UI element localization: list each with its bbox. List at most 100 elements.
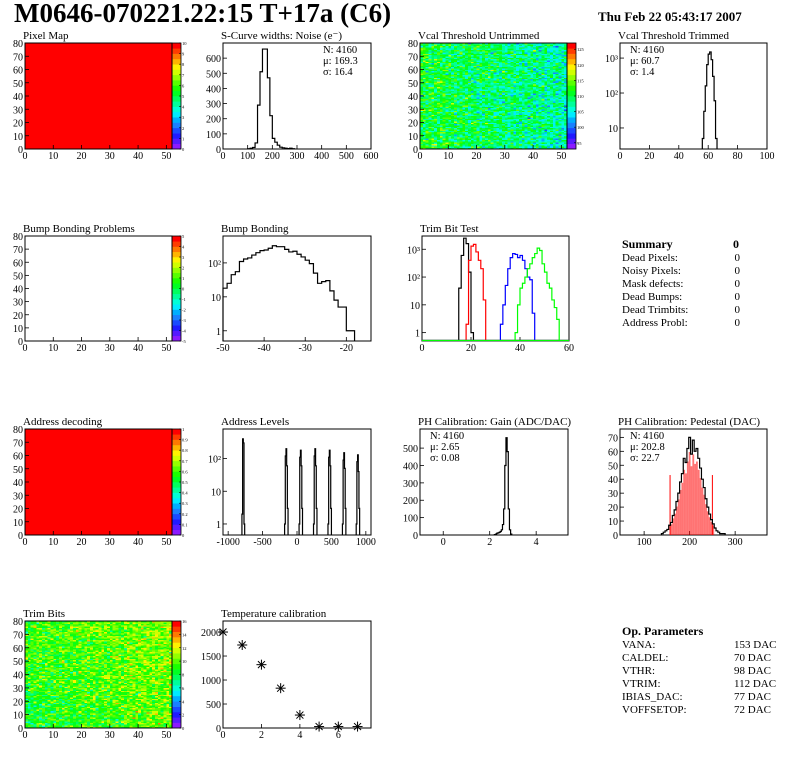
heatmap-cell	[420, 64, 424, 66]
heatmap-cell	[428, 48, 432, 50]
heatmap-cell	[453, 105, 458, 107]
heatmap-cell	[442, 129, 446, 131]
heatmap-cell	[431, 96, 435, 98]
heatmap-cell	[428, 62, 432, 65]
heatmap-cell	[442, 94, 446, 97]
x-tick-label: 0	[221, 151, 226, 162]
heatmap-cell	[453, 110, 458, 113]
y-tick-label: 70	[408, 52, 418, 63]
x-tick-label: 10	[48, 151, 58, 162]
heatmap-cell	[420, 118, 424, 121]
heatmap-cell	[445, 111, 449, 114]
heatmap-cell	[428, 107, 432, 110]
heatmap-cell	[431, 147, 435, 150]
colorbar-tick-label: 1	[182, 276, 184, 281]
heatmap-cell	[448, 64, 452, 66]
heatmap-cell	[428, 90, 432, 93]
heatmap-cell	[448, 113, 452, 115]
heatmap-cell	[420, 141, 424, 143]
x-tick-label: 10	[48, 343, 58, 354]
heatmap-cell	[428, 98, 432, 101]
colorbar-tick-label: 4	[182, 245, 185, 250]
heatmap-cell	[431, 146, 435, 148]
heatmap-cell	[422, 49, 426, 52]
heatmap-cell	[425, 133, 429, 135]
heatmap-cell	[434, 56, 438, 58]
heatmap-cell	[445, 50, 449, 53]
heatmap-cell	[436, 64, 441, 66]
heatmap-cell	[420, 73, 424, 76]
colorbar-tick-label: 0.4	[182, 491, 188, 496]
y-tick-label: 0	[18, 531, 23, 542]
colorbar-band	[172, 314, 181, 321]
colorbar-tick-label: 10	[182, 41, 187, 46]
y-tick-label: 30	[13, 491, 23, 502]
fit-fill	[674, 513, 676, 535]
heatmap-cell	[453, 92, 458, 94]
heatmap-cell	[428, 58, 432, 61]
heatmap-cell	[425, 123, 429, 126]
heatmap-cell	[442, 113, 446, 115]
heatmap-cell	[448, 88, 452, 90]
heatmap-cell	[425, 137, 429, 139]
y-tick-label: 80	[13, 39, 23, 50]
heatmap-cell	[451, 110, 455, 113]
heatmap-cell	[428, 103, 432, 106]
heatmap-cell	[439, 80, 443, 82]
heatmap-cell	[431, 46, 435, 49]
heatmap-cell	[442, 84, 446, 86]
heatmap-cell	[428, 118, 432, 121]
heatmap-cell	[422, 86, 426, 89]
heatmap-cell	[436, 102, 441, 105]
heatmap-cell	[445, 56, 449, 58]
heatmap-cell	[451, 134, 455, 137]
colorbar-tick-label: 0.7	[182, 459, 188, 464]
heatmap-cell	[436, 80, 441, 82]
heatmap-cell	[451, 113, 455, 115]
fit-fill	[694, 463, 697, 535]
y-tick-label: 20	[608, 503, 618, 514]
heatmap-cell	[425, 93, 429, 95]
heatmap-cell	[436, 65, 441, 68]
heatmap-cell	[453, 62, 458, 65]
heatmap-cell	[420, 44, 424, 46]
heatmap-cell	[439, 130, 443, 133]
heatmap-cell	[434, 118, 438, 121]
colorbar-band	[567, 127, 576, 134]
heatmap-cell	[425, 125, 429, 127]
heatmap-cell	[442, 53, 446, 56]
heatmap-cell	[420, 43, 424, 45]
heatmap-cell	[439, 88, 443, 90]
heatmap-cell	[436, 139, 441, 142]
heatmap-cell	[420, 114, 424, 117]
heatmap-cell	[425, 62, 429, 65]
fit-fill	[688, 452, 691, 535]
heatmap-cell	[434, 64, 438, 66]
heatmap-cell	[445, 89, 449, 92]
heatmap-cell	[445, 46, 449, 49]
heatmap-cell	[436, 54, 441, 57]
plot-frame	[222, 428, 372, 536]
colorbar-band	[172, 476, 181, 483]
heatmap-cell	[422, 143, 426, 146]
heatmap-cell	[442, 56, 446, 58]
y-tick-label: 70	[13, 245, 23, 256]
chart-ph-pedestal: PH Calibration: Pedestal (DAC)100 200 3000…	[608, 416, 768, 548]
heatmap-cell	[436, 73, 441, 76]
heatmap-cell	[428, 131, 432, 134]
colorbar-band	[172, 304, 181, 310]
heatmap-cell	[431, 77, 435, 80]
heatmap-cell	[439, 73, 443, 76]
heatmap-cell	[445, 123, 449, 126]
heatmap-cell	[434, 102, 438, 105]
heatmap-cell	[420, 58, 424, 61]
heatmap-cell	[428, 143, 432, 146]
heatmap-cell	[434, 101, 438, 103]
heatmap-cell	[428, 54, 432, 57]
heatmap-cell	[428, 81, 432, 84]
heatmap-cell	[436, 93, 441, 95]
